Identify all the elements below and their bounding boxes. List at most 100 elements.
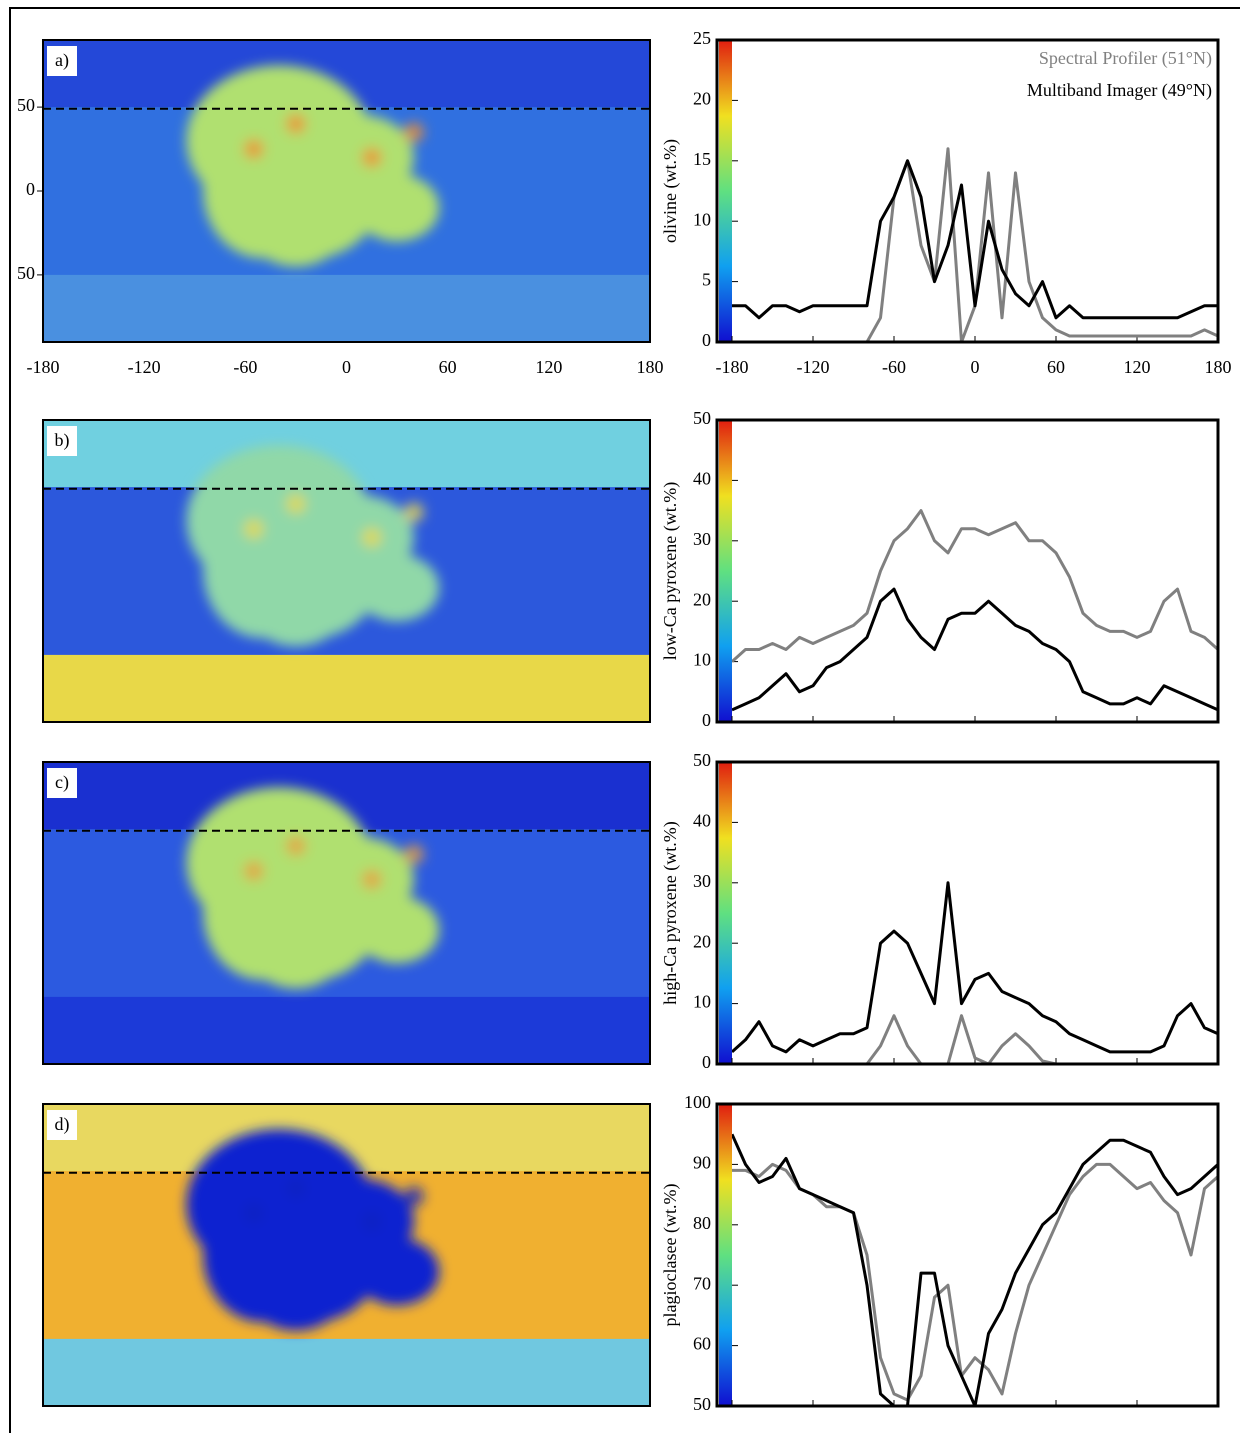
y-tick-label: 80 [693, 1213, 711, 1233]
plot-border [715, 760, 1220, 1066]
map-x-tick-label: 60 [439, 357, 457, 377]
map-border [42, 419, 651, 723]
panel-label: a) [55, 50, 69, 71]
plot-border [715, 1102, 1220, 1408]
y-tick-label: 0 [702, 330, 711, 350]
map-spot [361, 527, 382, 548]
map-spot [403, 502, 424, 523]
map-highlands [186, 65, 440, 267]
plot-border [715, 418, 1220, 724]
map-polar-band [43, 1338, 650, 1406]
map-spot [361, 1211, 382, 1232]
x-tick-label: 0 [971, 357, 980, 377]
map: c) [42, 761, 651, 1065]
map-spot [403, 1186, 424, 1207]
map-spot [243, 1203, 264, 1224]
map-x-tick-label: 120 [535, 357, 562, 377]
panel-label-box [47, 768, 77, 798]
map-region [354, 554, 440, 622]
y-axis-label: plagioclasee (wt.%) [660, 1184, 681, 1327]
map-x-tick-label: 0 [342, 357, 351, 377]
y-tick-label: 20 [693, 589, 711, 609]
map-highlands [186, 787, 440, 989]
map-x-tick-label: 180 [637, 357, 664, 377]
colorbar [719, 1105, 732, 1405]
data-line [732, 1014, 1218, 1064]
panel-label: c) [55, 772, 69, 793]
y-tick-label: 20 [693, 931, 711, 951]
y-tick-label: 0 [702, 1052, 711, 1072]
data-line [732, 1133, 1218, 1406]
panel-label-box [47, 1110, 77, 1140]
map-spot [243, 861, 264, 882]
map-spot [285, 493, 306, 514]
x-tick-label: -180 [716, 357, 749, 377]
y-axis-label: high-Ca pyroxene (wt.%) [660, 821, 681, 1004]
colorbar [719, 763, 732, 1063]
map-spot [361, 869, 382, 890]
map-border [42, 761, 651, 1065]
colorbar [719, 421, 732, 721]
y-axis-label: olivine (wt.%) [660, 139, 681, 243]
map-region [245, 1246, 347, 1331]
panel-label: d) [55, 1114, 70, 1135]
frame [9, 7, 1240, 1433]
x-tick-label: 60 [1047, 357, 1065, 377]
map-highlands [186, 445, 440, 647]
x-tick-label: 180 [1205, 357, 1232, 377]
x-tick-label: -60 [882, 357, 906, 377]
map-polar-band [43, 274, 650, 342]
legend-entry: Spectral Profiler (51°N) [1039, 48, 1212, 69]
y-tick-label: 0 [702, 710, 711, 730]
map-region [354, 896, 440, 964]
map-spot [403, 844, 424, 865]
map-region [354, 174, 440, 242]
colorbar [719, 41, 732, 341]
x-tick-label: -120 [797, 357, 830, 377]
map-spot [243, 139, 264, 160]
map: d) [42, 1103, 651, 1407]
y-tick-label: 25 [693, 28, 711, 48]
data-line [732, 509, 1218, 663]
y-tick-label: 50 [693, 408, 711, 428]
y-tick-label: 10 [693, 209, 711, 229]
map-spot [285, 835, 306, 856]
map-region [245, 562, 347, 647]
y-tick-label: 100 [684, 1092, 711, 1112]
panel-label-box [47, 426, 77, 456]
data-line [732, 159, 1218, 320]
y-tick-label: 60 [693, 1334, 711, 1354]
map-region [245, 182, 347, 267]
data-line [732, 147, 1218, 342]
map-x-tick-label: -120 [128, 357, 161, 377]
data-line [732, 1162, 1218, 1402]
map-x-tick-label: -60 [233, 357, 257, 377]
y-tick-label: 30 [693, 871, 711, 891]
x-tick-label: 120 [1124, 357, 1151, 377]
y-tick-label: 30 [693, 529, 711, 549]
y-tick-label: 50 [693, 1394, 711, 1414]
y-tick-label: 70 [693, 1273, 711, 1293]
map-x-tick-label: -180 [27, 357, 60, 377]
map-polar-band [43, 996, 650, 1064]
map-y-tick-label: 50 [17, 263, 35, 283]
data-line [732, 881, 1218, 1054]
map-highlands [186, 1129, 440, 1331]
panel-label: b) [55, 430, 70, 451]
map-y-tick-label: 0 [26, 179, 35, 199]
map-y-tick-label: 50 [17, 95, 35, 115]
y-tick-label: 10 [693, 650, 711, 670]
y-tick-label: 40 [693, 469, 711, 489]
map-spot [285, 113, 306, 134]
data-line [732, 587, 1218, 712]
y-tick-label: 10 [693, 992, 711, 1012]
map: a) [42, 39, 651, 343]
y-tick-label: 5 [702, 270, 711, 290]
map-region [354, 1238, 440, 1306]
map-spot [361, 147, 382, 168]
map-region [245, 904, 347, 989]
map-spot [403, 122, 424, 143]
y-tick-label: 50 [693, 750, 711, 770]
map-spot [243, 519, 264, 540]
